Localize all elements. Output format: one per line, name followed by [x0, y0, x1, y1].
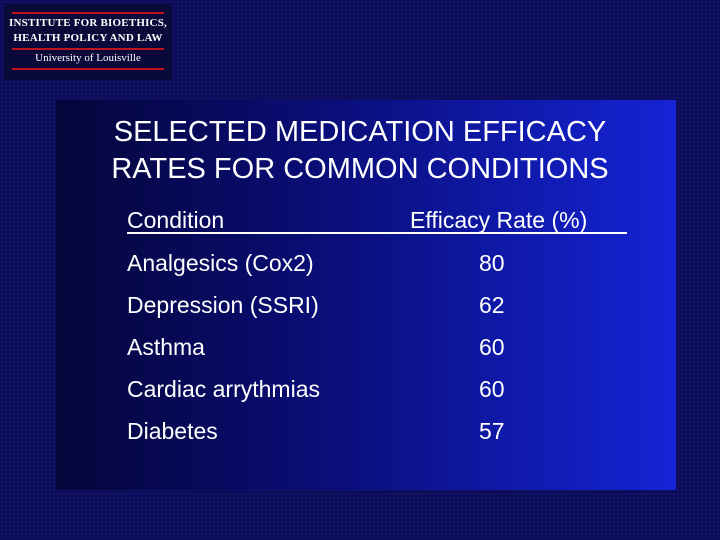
- logo-rule-bottom: [12, 68, 164, 70]
- logo-line-1: INSTITUTE FOR BIOETHICS,: [9, 17, 167, 29]
- slide-title-line-2: RATES FOR COMMON CONDITIONS: [111, 153, 609, 185]
- row-rate: 80: [479, 250, 505, 276]
- column-header-condition: Condition: [127, 207, 225, 233]
- logo-line-3: University of Louisville: [35, 52, 141, 64]
- column-header-efficacy-rate: Efficacy Rate (%): [410, 207, 588, 233]
- row-condition: Asthma: [127, 334, 205, 360]
- row-condition: Depression (SSRI): [127, 292, 319, 318]
- slide-title-line-1: SELECTED MEDICATION EFFICACY: [113, 116, 607, 148]
- slide-title: SELECTED MEDICATION EFFICACY RATES FOR C…: [0, 114, 720, 188]
- logo-line-2: HEALTH POLICY AND LAW: [13, 32, 163, 44]
- logo-rule-middle: [12, 48, 164, 50]
- row-rate: 60: [479, 334, 505, 360]
- row-rate: 60: [479, 376, 505, 402]
- row-condition: Diabetes: [127, 418, 218, 444]
- row-rate: 57: [479, 418, 505, 444]
- institute-logo: INSTITUTE FOR BIOETHICS, HEALTH POLICY A…: [4, 4, 172, 80]
- row-rate: 62: [479, 292, 505, 318]
- row-condition: Analgesics (Cox2): [127, 250, 314, 276]
- header-underline: [127, 232, 627, 234]
- row-condition: Cardiac arrythmias: [127, 376, 320, 402]
- content-panel: [56, 100, 676, 490]
- logo-rule-top: [12, 12, 164, 14]
